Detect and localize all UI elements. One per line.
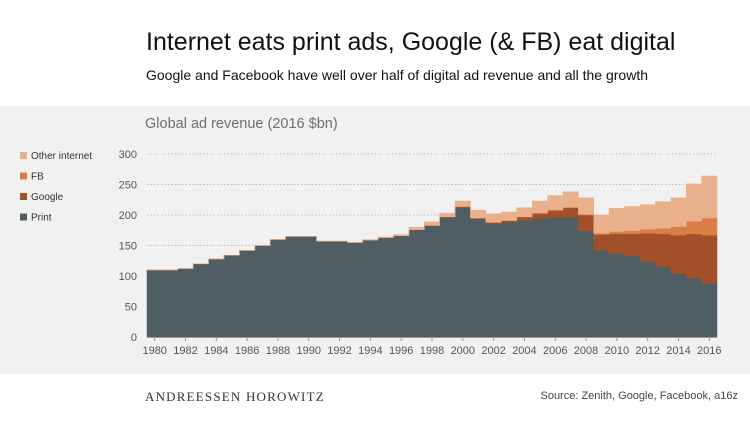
x-tick-label: 2000 [451,345,475,357]
x-tick-label: 2008 [574,345,598,357]
y-tick-label: 200 [119,210,137,222]
y-tick-label: 300 [119,149,137,161]
x-tick-label: 1998 [420,345,444,357]
x-tick-label: 2012 [635,345,659,357]
legend-label: Google [31,192,64,203]
y-tick-label: 250 [119,180,137,192]
x-tick-label: 2002 [481,345,505,357]
x-tick-label: 1982 [173,345,197,357]
y-tick-label: 150 [119,241,137,253]
legend-swatch [20,152,27,159]
brand-logo-text: ANDREESSEN HOROWITZ [145,389,325,404]
x-tick-label: 2006 [543,345,567,357]
x-tick-label: 1996 [389,345,413,357]
chart-title: Global ad revenue (2016 $bn) [145,116,338,132]
x-tick-label: 1988 [266,345,290,357]
legend-label: Other internet [31,151,92,162]
legend-swatch [20,193,27,200]
y-tick-label: 50 [125,302,137,314]
x-tick-label: 1980 [142,345,166,357]
legend-label: Print [31,213,52,224]
slide-title: Internet eats print ads, Google (& FB) e… [146,28,676,56]
legend-swatch [20,172,27,180]
y-tick-label: 100 [119,271,137,283]
x-tick-label: 2016 [697,345,721,357]
area-other-internet [147,175,718,271]
x-tick-label: 1994 [358,345,382,357]
y-tick-label: 0 [131,332,137,344]
legend-swatch [20,213,27,221]
slide-subtitle: Google and Facebook have well over half … [146,67,648,83]
x-tick-label: 1990 [297,345,321,357]
x-tick-label: 2010 [605,345,629,357]
x-tick-label: 1992 [327,345,351,357]
source-note: Source: Zenith, Google, Facebook, a16z [540,390,738,402]
x-tick-label: 2014 [666,345,690,357]
x-tick-label: 1986 [235,345,259,357]
x-tick-label: 2004 [512,345,536,357]
x-tick-label: 1984 [204,345,228,357]
legend-label: FB [31,172,44,183]
